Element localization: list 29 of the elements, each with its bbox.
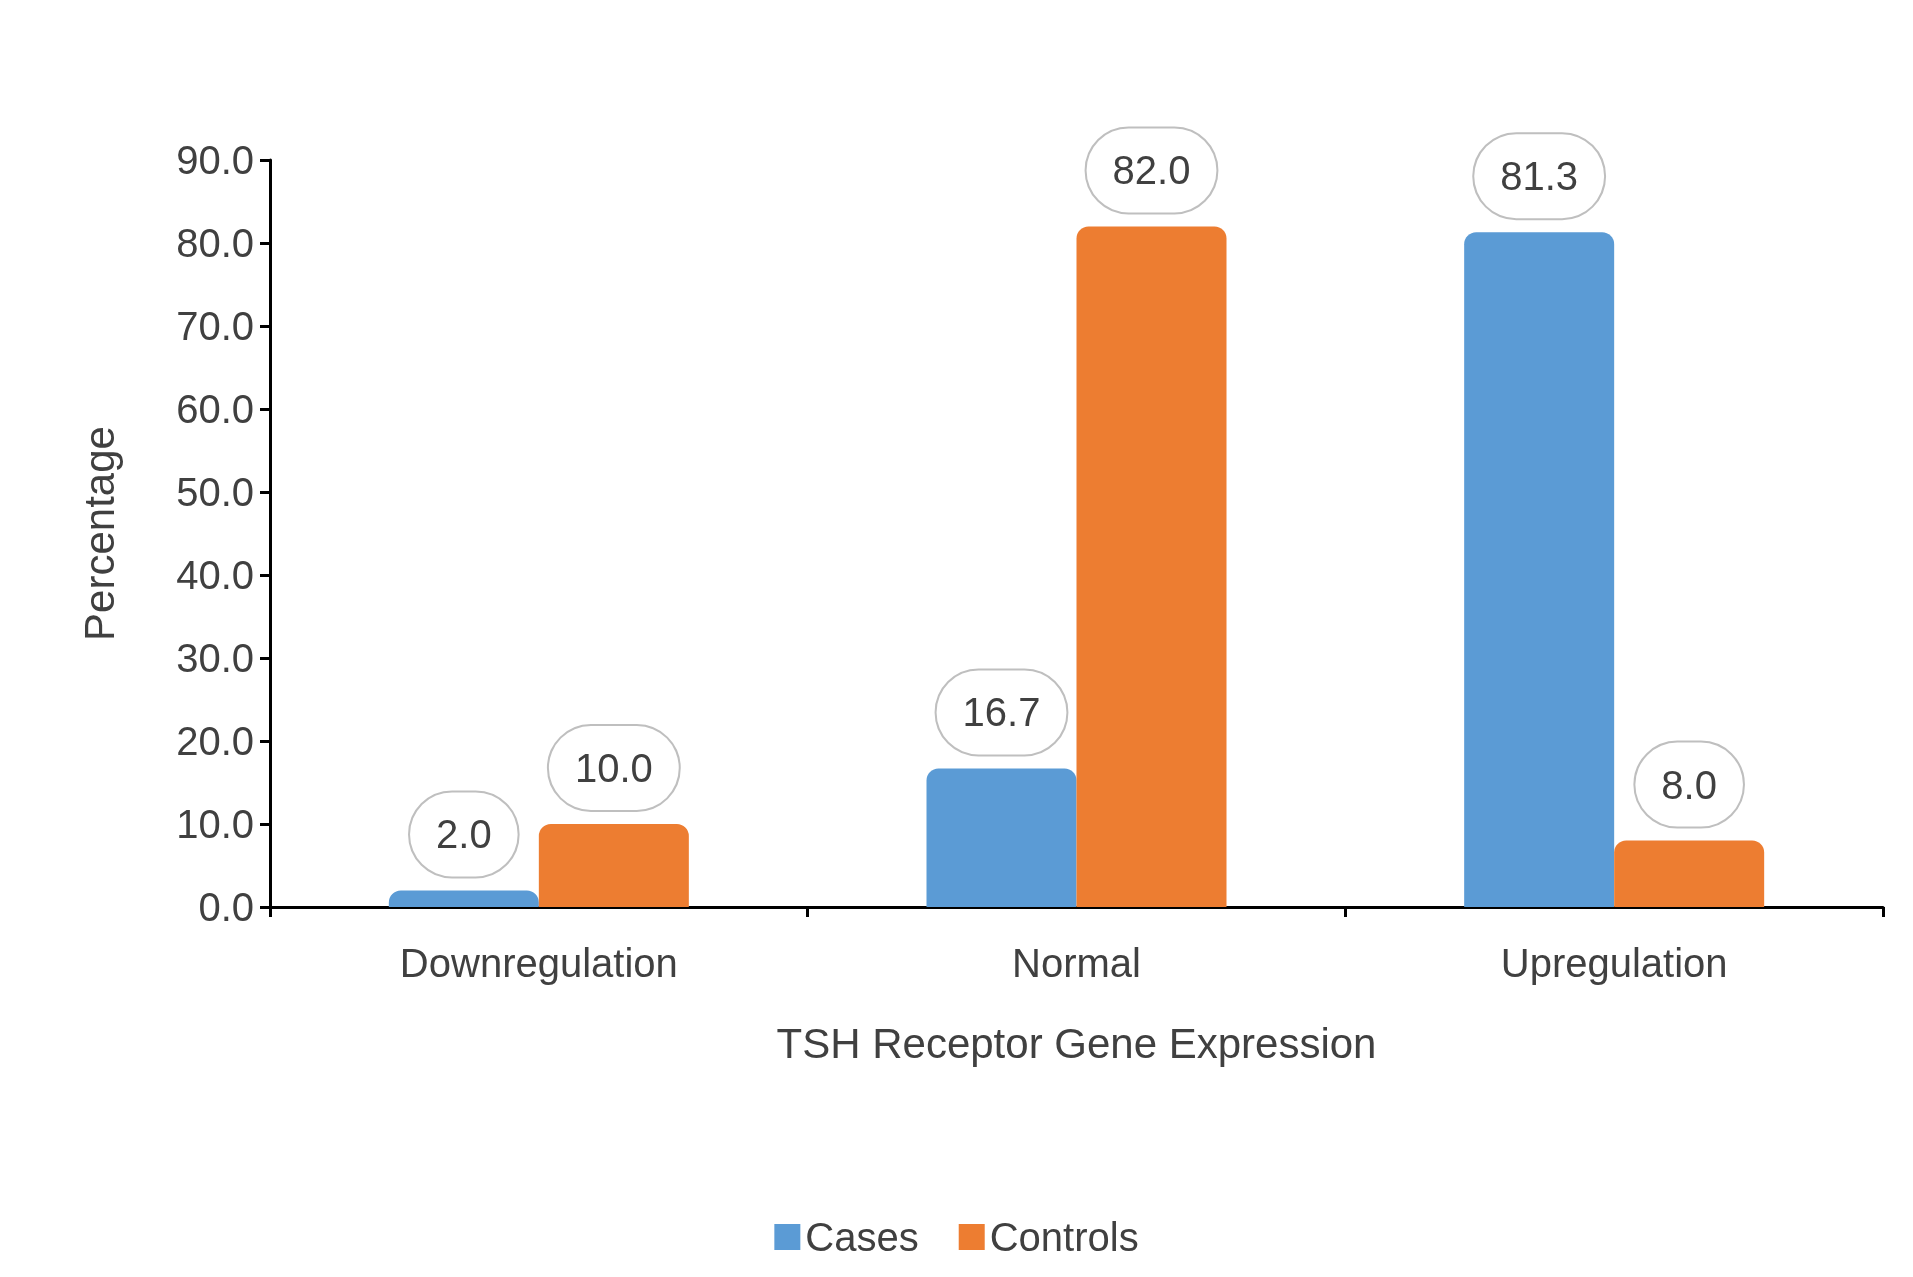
bar — [1614, 840, 1765, 907]
y-tick-label: 10.0 — [176, 802, 254, 846]
legend-label: Controls — [989, 1215, 1139, 1259]
y-tick-label: 60.0 — [176, 387, 254, 431]
legend-label: Cases — [805, 1215, 919, 1259]
y-tick-label: 90.0 — [176, 138, 254, 182]
data-label: 81.3 — [1500, 154, 1579, 199]
x-tick-label: Downregulation — [399, 941, 678, 985]
x-tick-label: Normal — [1012, 941, 1141, 985]
y-tick-label: 20.0 — [176, 719, 254, 763]
data-label: 2.0 — [436, 812, 492, 857]
y-tick-label: 80.0 — [176, 221, 254, 265]
bar — [1464, 232, 1615, 907]
x-axis-title: TSH Receptor Gene Expression — [776, 1019, 1377, 1067]
y-tick-label: 40.0 — [176, 553, 254, 597]
bar — [538, 824, 689, 907]
y-tick-label: 50.0 — [176, 470, 254, 514]
y-tick-label: 30.0 — [176, 636, 254, 680]
bar — [388, 890, 539, 907]
data-label: 10.0 — [574, 746, 653, 790]
y-axis-title: Percentage — [75, 426, 123, 641]
bar — [1076, 226, 1227, 907]
x-tick-label: Upregulation — [1500, 941, 1728, 985]
data-label: 16.7 — [962, 690, 1041, 735]
data-label: 8.0 — [1661, 762, 1717, 807]
y-tick-label: 0.0 — [198, 885, 254, 929]
data-label: 82.0 — [1112, 148, 1191, 193]
bar — [926, 768, 1077, 907]
y-tick-label: 70.0 — [176, 304, 254, 348]
